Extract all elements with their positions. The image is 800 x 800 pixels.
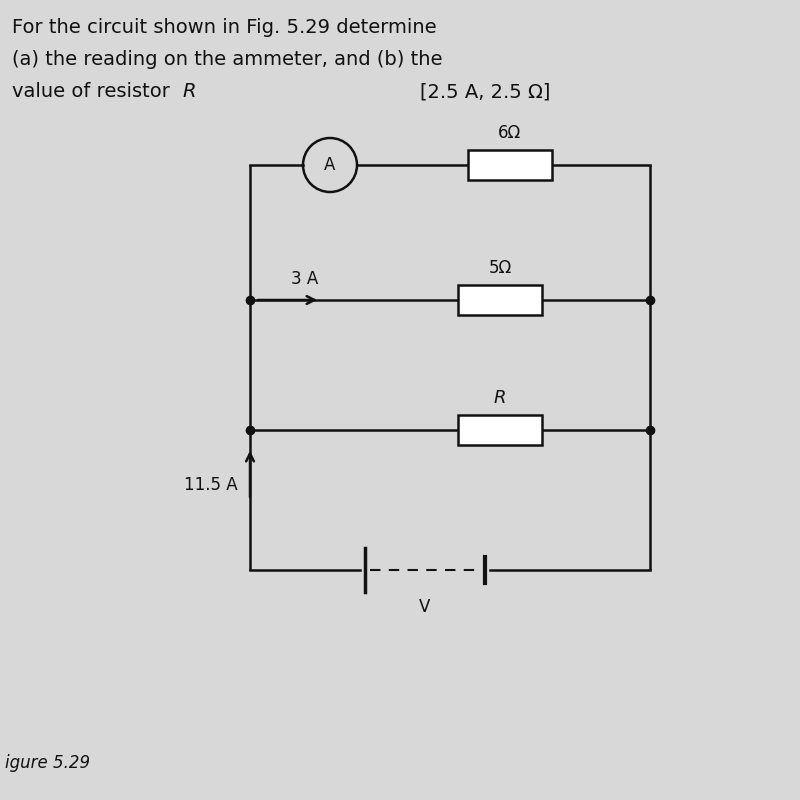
Text: A: A bbox=[324, 156, 336, 174]
Text: 6Ω: 6Ω bbox=[498, 124, 522, 142]
Text: [2.5 A, 2.5 Ω]: [2.5 A, 2.5 Ω] bbox=[420, 82, 550, 101]
FancyBboxPatch shape bbox=[468, 150, 552, 180]
Text: For the circuit shown in Fig. 5.29 determine: For the circuit shown in Fig. 5.29 deter… bbox=[12, 18, 437, 37]
Text: value of resistor: value of resistor bbox=[12, 82, 176, 101]
Text: 3 A: 3 A bbox=[291, 270, 318, 288]
Text: (a) the reading on the ammeter, and (b) the: (a) the reading on the ammeter, and (b) … bbox=[12, 50, 442, 69]
Text: igure 5.29: igure 5.29 bbox=[5, 754, 90, 772]
FancyBboxPatch shape bbox=[458, 285, 542, 315]
Text: R: R bbox=[182, 82, 195, 101]
Text: V: V bbox=[419, 598, 430, 616]
FancyBboxPatch shape bbox=[458, 415, 542, 445]
Text: 11.5 A: 11.5 A bbox=[184, 476, 238, 494]
Text: 5Ω: 5Ω bbox=[488, 259, 512, 277]
Text: R: R bbox=[494, 389, 506, 407]
